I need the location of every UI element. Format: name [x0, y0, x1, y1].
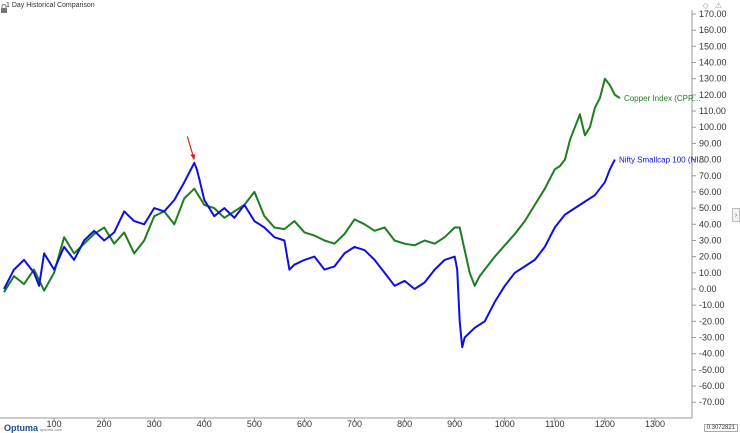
y-tick-label: 60.00	[699, 187, 722, 197]
lock-icon[interactable]	[0, 4, 8, 13]
y-tick-label: 170.00	[699, 9, 727, 19]
y-tick-label: 0.00	[699, 284, 717, 294]
nifty-smallcap-line	[3, 159, 616, 349]
brand-logo: Optuma	[4, 423, 39, 433]
y-tick-label: 50.00	[699, 203, 722, 213]
y-tick-label: -10.00	[699, 300, 725, 310]
x-tick-label: 100	[47, 419, 62, 429]
x-tick-label: 1100	[545, 419, 564, 429]
x-tick-label: 1300	[645, 419, 665, 429]
x-tick-label: 1000	[495, 419, 515, 429]
nifty-smallcap-label: Nifty Smallcap 100 (NI...	[619, 156, 705, 165]
y-axis-ticks: 170.00 160.00 150.00 140.00 130.00 120.00 110.…	[692, 9, 727, 407]
scroll-right-tab[interactable]: ›	[732, 208, 740, 222]
y-tick-label: -30.00	[699, 333, 725, 343]
y-tick-label: 80.00	[699, 155, 722, 165]
y-tick-label: -40.00	[699, 349, 725, 359]
chart-title: 1 Day Historical Comparison	[6, 2, 95, 9]
y-tick-label: 90.00	[699, 138, 722, 148]
x-tick-label: 500	[247, 419, 262, 429]
y-tick-label: -70.00	[699, 397, 725, 407]
x-tick-label: 600	[297, 419, 312, 429]
brand-url: optuma.com	[40, 427, 63, 432]
y-tick-label: -20.00	[699, 316, 725, 326]
arrow-head	[190, 154, 196, 161]
y-tick-label: 150.00	[699, 41, 727, 51]
y-tick-label: 70.00	[699, 171, 722, 181]
x-tick-label: 1200	[595, 419, 615, 429]
y-tick-label: -60.00	[699, 381, 725, 391]
series-labels: Copper Index (CPR... Nifty Smallcap 100 (…	[619, 94, 705, 164]
x-tick-label: 900	[447, 419, 462, 429]
y-tick-label: 110.00	[699, 106, 726, 116]
window-status-icons[interactable]: ◇ ⚠	[702, 1, 724, 10]
annotations	[186, 136, 196, 161]
y-tick-label: 30.00	[699, 235, 722, 245]
y-tick-label: 20.00	[699, 252, 722, 262]
x-tick-label: 700	[347, 419, 362, 429]
y-tick-label: 100.00	[699, 122, 727, 132]
x-tick-label: 300	[147, 419, 162, 429]
arrow-shaft	[186, 136, 194, 157]
x-axis-ticks: 100 200 300 400 500 600 700 800 900 1000 1100 1200 1…	[47, 418, 665, 429]
scale-readout[interactable]: 0.3072821	[703, 424, 738, 432]
y-tick-label: 130.00	[699, 74, 727, 84]
y-tick-label: 120.00	[699, 90, 727, 100]
series-lines	[3, 77, 621, 349]
y-tick-label: -50.00	[699, 365, 725, 375]
y-tick-label: 10.00	[699, 268, 722, 278]
x-tick-label: 200	[97, 419, 112, 429]
x-tick-label: 800	[397, 419, 412, 429]
y-tick-label: 40.00	[699, 219, 722, 229]
copper-index-label: Copper Index (CPR...	[624, 94, 700, 103]
copper-index-line	[3, 77, 621, 293]
x-tick-label: 400	[197, 419, 212, 429]
y-tick-label: 160.00	[699, 25, 727, 35]
y-tick-label: 140.00	[699, 58, 727, 68]
